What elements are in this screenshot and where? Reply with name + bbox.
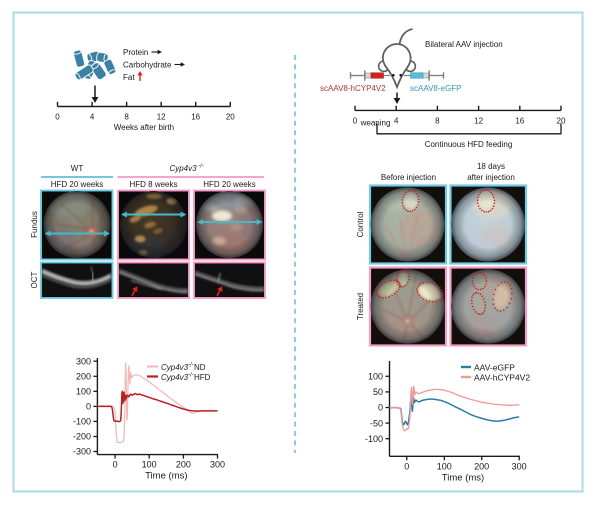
svg-text:HFD 20 weeks: HFD 20 weeks: [51, 180, 103, 189]
svg-text:Time (ms): Time (ms): [442, 472, 484, 483]
svg-text:8: 8: [124, 113, 129, 122]
svg-text:AAV-eGFP: AAV-eGFP: [474, 362, 515, 372]
svg-text:0: 0: [86, 402, 91, 412]
svg-text:300: 300: [76, 356, 91, 366]
svg-text:-50: -50: [370, 418, 383, 428]
svg-text:Carbohydrate: Carbohydrate: [123, 61, 172, 70]
svg-text:HFD 20 weeks: HFD 20 weeks: [203, 180, 255, 189]
svg-text:18 days: 18 days: [477, 162, 505, 171]
svg-text:0: 0: [55, 113, 60, 122]
svg-text:HFD 8 weeks: HFD 8 weeks: [129, 180, 177, 189]
svg-text:-/-: -/-: [188, 373, 194, 379]
svg-text:12: 12: [157, 113, 166, 122]
svg-text:8: 8: [435, 116, 440, 125]
svg-text:-100: -100: [365, 434, 383, 444]
svg-text:ND: ND: [194, 363, 206, 372]
svg-text:300: 300: [210, 460, 225, 470]
svg-text:200: 200: [176, 460, 191, 470]
svg-text:100: 100: [368, 372, 383, 382]
svg-text:-300: -300: [73, 447, 91, 457]
svg-text:50: 50: [373, 387, 383, 397]
svg-text:0: 0: [353, 116, 358, 125]
svg-text:16: 16: [515, 116, 524, 125]
svg-text:scAAV8-eGFP: scAAV8-eGFP: [410, 84, 461, 93]
svg-text:100: 100: [76, 387, 91, 397]
svg-text:scAAV8-hCYP4V2: scAAV8-hCYP4V2: [320, 84, 386, 93]
svg-text:-/-: -/-: [198, 164, 204, 170]
svg-text:after injection: after injection: [467, 173, 515, 182]
svg-text:Time (ms): Time (ms): [145, 471, 187, 482]
svg-text:weaning: weaning: [360, 119, 391, 128]
svg-text:200: 200: [76, 372, 91, 382]
svg-text:0: 0: [113, 460, 118, 470]
svg-text:Control: Control: [356, 211, 365, 237]
svg-text:Weeks after birth: Weeks after birth: [114, 123, 174, 132]
svg-text:0: 0: [378, 403, 383, 413]
svg-text:20: 20: [557, 116, 566, 125]
svg-text:16: 16: [191, 113, 200, 122]
svg-text:Bilateral AAV injection: Bilateral AAV injection: [425, 40, 503, 49]
svg-text:-100: -100: [73, 417, 91, 427]
svg-text:100: 100: [142, 460, 157, 470]
svg-text:Cyp4v3: Cyp4v3: [169, 164, 197, 173]
svg-text:0: 0: [404, 461, 409, 471]
svg-text:Fundus: Fundus: [30, 211, 39, 238]
svg-text:300: 300: [512, 461, 527, 471]
svg-text:-200: -200: [73, 432, 91, 442]
svg-text:20: 20: [226, 113, 235, 122]
svg-text:Continuous HFD feeding: Continuous HFD feeding: [425, 140, 513, 149]
svg-text:-/-: -/-: [188, 363, 194, 369]
svg-text:Protein: Protein: [123, 48, 148, 57]
svg-text:WT: WT: [71, 164, 84, 173]
svg-text:4: 4: [90, 113, 95, 122]
svg-text:AAV-hCYP4V2: AAV-hCYP4V2: [474, 372, 530, 382]
svg-text:OCT: OCT: [30, 271, 39, 288]
svg-text:4: 4: [394, 116, 399, 125]
svg-text:Before injection: Before injection: [381, 173, 436, 182]
svg-text:100: 100: [437, 461, 452, 471]
svg-text:200: 200: [474, 461, 489, 471]
svg-text:HFD: HFD: [194, 373, 211, 382]
svg-text:Cyp4v3: Cyp4v3: [161, 373, 189, 382]
svg-text:Cyp4v3: Cyp4v3: [161, 363, 189, 372]
svg-text:Treated: Treated: [356, 293, 365, 320]
svg-text:12: 12: [474, 116, 483, 125]
svg-text:Fat: Fat: [123, 73, 135, 82]
